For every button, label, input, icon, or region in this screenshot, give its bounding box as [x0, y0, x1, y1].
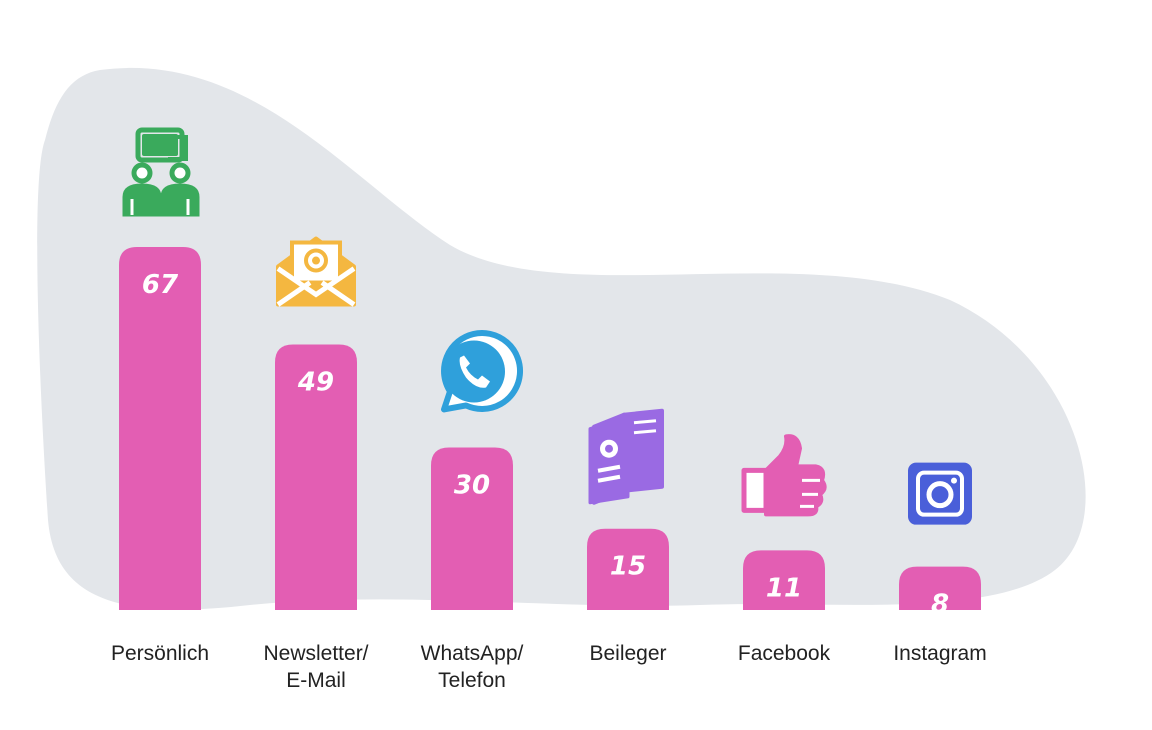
- bar-3: [587, 528, 669, 610]
- bar-0: [119, 247, 201, 610]
- category-label-4: Facebook: [704, 640, 864, 667]
- instagram-icon: [908, 462, 972, 525]
- category-label-line: Persönlich: [110, 642, 210, 665]
- thumbs-up-icon: [741, 434, 827, 517]
- value-label-4: 11: [766, 573, 802, 603]
- value-label-5: 8: [931, 590, 949, 620]
- people-chat-icon: [122, 127, 200, 217]
- category-label-line: Telefon: [438, 669, 506, 692]
- leaflet-icon: [588, 408, 664, 505]
- category-label-line: Beileger: [589, 642, 667, 665]
- category-label-line: Facebook: [737, 642, 831, 665]
- value-label-2: 30: [454, 470, 490, 500]
- category-label-line: Instagram: [893, 642, 987, 665]
- email-at-icon: [276, 236, 356, 307]
- category-label-0: Persönlich: [80, 640, 240, 667]
- bar-5: [899, 566, 981, 610]
- value-label-3: 15: [610, 552, 646, 582]
- value-label-0: 67: [142, 270, 179, 300]
- category-label-2: WhatsApp/Telefon: [392, 640, 552, 694]
- category-label-line: E-Mail: [286, 669, 346, 692]
- bar-4: [743, 550, 825, 610]
- category-label-line: WhatsApp/: [420, 642, 524, 665]
- bars-group: 67 49 30 15 11 8: [119, 247, 981, 620]
- whatsapp-phone-icon: [441, 330, 524, 413]
- icons-group: [122, 127, 972, 525]
- category-label-3: Beileger: [548, 640, 708, 667]
- bar-1: [275, 344, 357, 610]
- category-label-1: Newsletter/E-Mail: [236, 640, 396, 694]
- bar-2: [431, 447, 513, 610]
- category-label-5: Instagram: [860, 640, 1020, 667]
- category-label-line: Newsletter/: [263, 642, 369, 665]
- value-label-1: 49: [297, 368, 334, 398]
